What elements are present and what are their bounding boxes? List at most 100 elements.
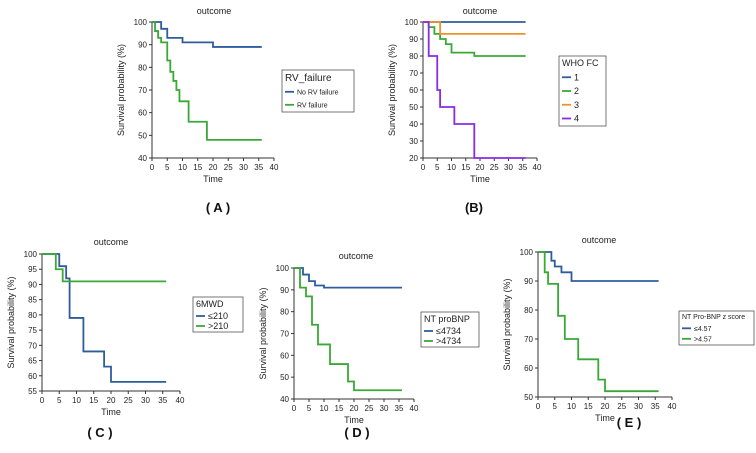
x-tick-label: 15 (461, 163, 470, 172)
y-tick-label: 70 (409, 69, 418, 78)
chart-title: outcome (463, 6, 498, 16)
panel-label: ( A ) (206, 200, 230, 215)
legend-title: NT proBNP (424, 314, 470, 324)
y-tick-label: 90 (138, 41, 147, 50)
x-tick-label: 5 (307, 404, 312, 413)
legend-entry-label: >4734 (436, 336, 461, 346)
y-tick-label: 100 (134, 18, 148, 27)
legend-box (678, 310, 755, 346)
x-tick-label: 40 (270, 163, 279, 172)
x-tick-label: 0 (40, 396, 45, 405)
x-tick-label: 15 (89, 396, 98, 405)
legend-entry-label: ≤210 (208, 311, 228, 321)
x-tick-label: 20 (107, 396, 116, 405)
legend: NT proBNP ≤4734>4734 (420, 311, 480, 348)
y-tick-label: 90 (280, 286, 289, 295)
x-tick-label: 35 (395, 404, 404, 413)
x-tick-label: 35 (158, 396, 167, 405)
y-tick-label: 40 (138, 154, 147, 163)
y-tick-label: 60 (409, 86, 418, 95)
y-axis-label: Survival probability (%) (116, 44, 126, 136)
y-tick-label: 70 (524, 335, 533, 344)
x-tick-label: 5 (435, 163, 440, 172)
x-tick-label: 20 (476, 163, 485, 172)
x-axis-label: Time (595, 413, 615, 423)
y-tick-label: 100 (24, 250, 38, 259)
x-tick-label: 10 (567, 402, 576, 411)
x-tick-label: 25 (224, 163, 233, 172)
chart-panel-a: outcome 0 5 10 15 20 25 30 35 40 40 50 60 70 80 90 100 Ti… (116, 6, 355, 215)
x-tick-label: 40 (176, 396, 185, 405)
chart-panel-e: outcome 0 5 10 15 20 25 30 35 40 50 60 70 80 90 100 Time… (502, 235, 755, 430)
y-tick-label: 50 (524, 393, 533, 402)
y-tick-label: 70 (280, 330, 289, 339)
survival-curve-RVfailure (152, 21, 262, 141)
y-tick-label: 80 (28, 311, 37, 320)
x-tick-label: 5 (165, 163, 170, 172)
y-tick-label: 80 (138, 63, 147, 72)
legend-entry-label: ≤4734 (436, 326, 461, 336)
x-tick-label: 30 (634, 402, 643, 411)
y-tick-label: 40 (280, 395, 289, 404)
legend-box (420, 311, 480, 348)
y-axis-label: Survival probability (%) (387, 44, 397, 136)
legend-entry-label: No RV failure (297, 89, 339, 96)
x-tick-label: 5 (553, 402, 558, 411)
y-tick-label: 60 (524, 364, 533, 373)
chart-panel-d: outcome 0 5 10 15 20 25 30 35 40 40 50 60 70 80 90 100 Ti… (258, 251, 480, 440)
legend: NT Pro-BNP z score ≤4.57 >4.57 (678, 310, 755, 346)
x-tick-label: 0 (292, 404, 297, 413)
y-tick-label: 60 (280, 351, 289, 360)
x-tick-label: 25 (490, 163, 499, 172)
y-tick-label: 90 (524, 277, 533, 286)
y-tick-label: 75 (28, 326, 37, 335)
panel-label: (B) (465, 200, 483, 215)
y-tick-label: 100 (405, 18, 419, 27)
y-tick-label: 50 (409, 103, 418, 112)
x-axis-label: Time (203, 174, 223, 184)
legend-entry-label: RV failure (297, 102, 328, 109)
legend-title: NT Pro-BNP z score (682, 314, 745, 321)
x-tick-label: 40 (533, 163, 542, 172)
x-tick-label: 0 (536, 402, 541, 411)
x-tick-label: 10 (447, 163, 456, 172)
legend: 6MWD ≤210>210 (192, 296, 244, 333)
x-tick-label: 30 (141, 396, 150, 405)
x-tick-label: 10 (72, 396, 81, 405)
x-tick-label: 35 (651, 402, 660, 411)
legend-title: WHO FC (562, 58, 599, 68)
survival-curve-NoRVfailure (152, 21, 262, 48)
x-tick-label: 25 (124, 396, 133, 405)
y-tick-label: 55 (28, 387, 37, 396)
y-tick-label: 40 (409, 120, 418, 129)
survival-curve-4734 (294, 267, 402, 392)
x-tick-label: 15 (584, 402, 593, 411)
chart-title: outcome (582, 235, 617, 245)
x-tick-label: 0 (150, 163, 155, 172)
survival-curve-3 (423, 21, 526, 35)
survival-curve-210 (42, 253, 167, 283)
x-tick-label: 0 (421, 163, 426, 172)
x-tick-label: 10 (320, 404, 329, 413)
x-tick-label: 20 (601, 402, 610, 411)
y-tick-label: 70 (138, 86, 147, 95)
y-tick-label: 60 (28, 372, 37, 381)
y-tick-label: 70 (28, 341, 37, 350)
survival-curve-4734 (294, 267, 402, 289)
x-tick-label: 25 (617, 402, 626, 411)
panel-label: ( D ) (344, 425, 369, 440)
chart-title: outcome (339, 251, 374, 261)
y-tick-label: 100 (520, 248, 534, 257)
y-tick-label: 50 (138, 131, 147, 140)
legend: WHO FC 1 2 3 4 (558, 55, 607, 127)
x-tick-label: 40 (410, 404, 419, 413)
legend-entry-label: 2 (574, 86, 579, 96)
y-tick-label: 80 (409, 52, 418, 61)
legend-entry-label: >210 (208, 321, 228, 331)
y-axis-label: Survival probability (%) (258, 287, 268, 379)
y-axis-label: Survival probability (%) (502, 278, 512, 370)
survival-curve-2 (423, 21, 526, 57)
survival-curve-457 (538, 251, 659, 282)
y-tick-label: 20 (409, 154, 418, 163)
